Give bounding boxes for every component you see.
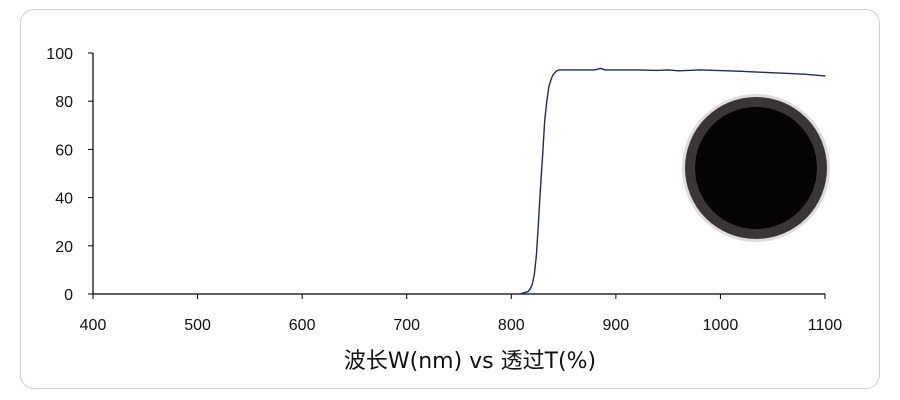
series-line bbox=[519, 67, 826, 295]
y-tick-label: 60 bbox=[55, 142, 73, 159]
data-point bbox=[533, 274, 535, 276]
data-point bbox=[678, 70, 680, 72]
data-point bbox=[542, 153, 544, 155]
data-point bbox=[548, 86, 550, 88]
x-tick-label: 500 bbox=[184, 317, 211, 334]
data-point bbox=[615, 69, 617, 71]
data-point bbox=[667, 69, 669, 71]
x-tick-label: 1000 bbox=[703, 317, 739, 334]
data-point bbox=[535, 254, 537, 257]
data-point bbox=[782, 72, 784, 74]
x-tick-label: 700 bbox=[393, 317, 420, 334]
x-tick-label: 400 bbox=[80, 317, 107, 334]
data-point bbox=[527, 290, 529, 293]
data-point bbox=[519, 293, 521, 295]
x-tick-label: 1100 bbox=[808, 317, 843, 334]
data-point bbox=[537, 221, 540, 223]
x-tick-label: 600 bbox=[289, 317, 316, 334]
data-point bbox=[523, 292, 525, 294]
filter-glass bbox=[695, 107, 817, 229]
y-tick-label: 0 bbox=[64, 287, 73, 304]
data-point bbox=[552, 74, 554, 76]
data-point bbox=[824, 75, 826, 77]
data-point bbox=[539, 184, 542, 187]
data-point bbox=[529, 288, 531, 290]
series-points bbox=[519, 67, 826, 295]
data-point bbox=[531, 283, 533, 285]
data-point bbox=[558, 69, 560, 71]
data-point bbox=[573, 69, 575, 71]
data-point bbox=[636, 69, 638, 71]
data-point bbox=[761, 71, 763, 73]
y-tick-label: 100 bbox=[46, 46, 73, 63]
y-tick-label: 80 bbox=[55, 94, 73, 111]
data-point bbox=[719, 69, 722, 72]
data-point bbox=[599, 67, 601, 70]
axes bbox=[92, 53, 825, 295]
x-axis-title: 波长W(nm) vs 透过T(%) bbox=[344, 349, 596, 374]
data-point bbox=[562, 69, 565, 71]
data-point bbox=[546, 100, 548, 102]
x-tick-label: 800 bbox=[498, 317, 525, 334]
data-point bbox=[594, 69, 596, 71]
data-point bbox=[555, 70, 557, 72]
y-tick-label: 40 bbox=[55, 191, 73, 208]
filter-disc-image bbox=[682, 94, 830, 242]
y-tick-label: 20 bbox=[55, 239, 73, 256]
x-axis-ticks: 400 500 600 700 800 900 1000 1100 bbox=[80, 294, 843, 334]
data-point bbox=[544, 119, 546, 122]
data-point bbox=[740, 70, 742, 72]
data-point bbox=[550, 78, 552, 81]
data-point bbox=[657, 69, 659, 71]
data-point bbox=[698, 69, 701, 71]
x-tick-label: 900 bbox=[603, 317, 630, 334]
data-point bbox=[604, 69, 607, 71]
y-axis-ticks: 0 20 40 60 80 100 bbox=[46, 46, 93, 304]
data-point bbox=[803, 73, 805, 75]
